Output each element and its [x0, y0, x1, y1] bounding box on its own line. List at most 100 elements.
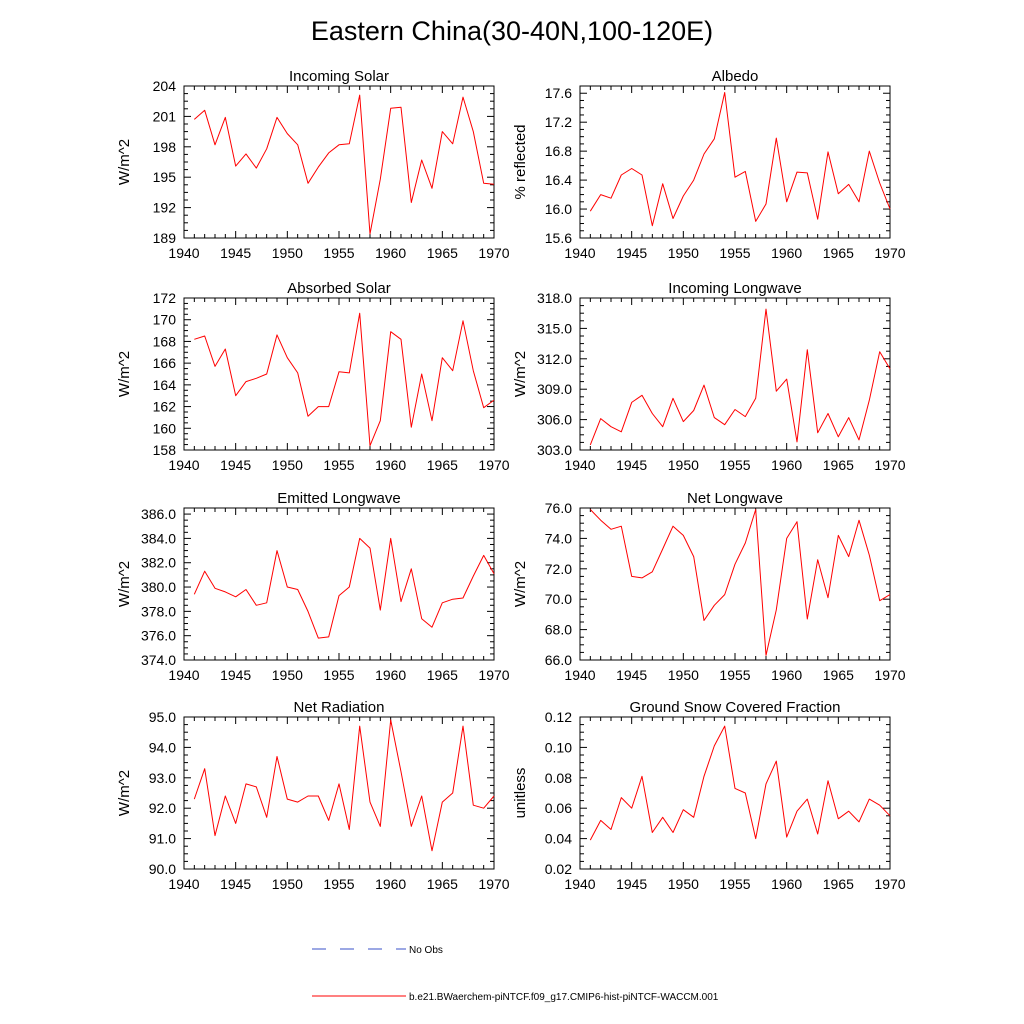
x-tick-label: 1950: [272, 667, 303, 683]
y-tick-label: 16.4: [545, 172, 572, 188]
y-tick-label: 76.0: [545, 500, 572, 516]
y-tick-label: 15.6: [545, 230, 572, 246]
y-tick-label: 198: [153, 139, 177, 155]
x-tick-label: 1965: [427, 876, 458, 892]
y-tick-label: 17.2: [545, 114, 572, 130]
x-tick-label: 1955: [323, 876, 354, 892]
y-tick-label: 160: [153, 420, 177, 436]
y-tick-label: 74.0: [545, 530, 572, 546]
y-tick-label: 158: [153, 442, 177, 458]
y-tick-label: 68.0: [545, 622, 572, 638]
x-tick-label: 1965: [427, 667, 458, 683]
plot-frame: [579, 85, 891, 239]
y-tick-label: 384.0: [141, 530, 176, 546]
x-tick-label: 1945: [616, 457, 647, 473]
legend-obs-label: No Obs: [409, 945, 443, 956]
x-tick-label: 1965: [823, 457, 854, 473]
y-axis-label: % reflected: [512, 124, 529, 199]
x-tick-label: 1970: [874, 876, 905, 892]
chart-panel-1: Incoming Solar W/m^2 1940 1945 1950 1955 1960 1…: [116, 68, 510, 261]
y-tick-label: 17.6: [545, 85, 572, 101]
x-tick-label: 1955: [719, 245, 750, 261]
y-axis-label: W/m^2: [116, 770, 133, 816]
x-tick-label: 1940: [168, 667, 199, 683]
y-tick-label: 70.0: [545, 591, 572, 607]
x-tick-label: 1970: [478, 876, 509, 892]
y-tick-label: 164: [153, 377, 177, 393]
y-tick-label: 172: [153, 290, 177, 306]
y-tick-label: 376.0: [141, 628, 176, 644]
y-tick-label: 192: [153, 200, 177, 216]
plot-frame: [579, 507, 891, 661]
x-tick-label: 1970: [874, 667, 905, 683]
y-tick-label: 374.0: [141, 652, 176, 668]
x-tick-label: 1955: [719, 457, 750, 473]
y-tick-label: 16.0: [545, 201, 572, 217]
x-tick-label: 1955: [719, 876, 750, 892]
x-tick-label: 1965: [823, 876, 854, 892]
series-line: [193, 719, 495, 852]
chart-panel-4: Incoming Longwave W/m^2 1940 1945 1950 1955 19…: [512, 280, 906, 473]
x-tick-label: 1960: [375, 245, 406, 261]
x-tick-label: 1960: [375, 876, 406, 892]
y-axis-label: unitless: [512, 768, 529, 819]
x-tick-label: 1955: [323, 457, 354, 473]
y-tick-label: 72.0: [545, 561, 572, 577]
panel-title: Albedo: [712, 68, 759, 85]
chart-panel-7: Net Radiation W/m^2 1940 1945 1950 1955 1960 19…: [116, 699, 510, 892]
x-tick-label: 1960: [771, 457, 802, 473]
chart-panel-6: Net Longwave W/m^2 1940 1945 1950 1955 1960 196…: [512, 490, 906, 683]
y-tick-label: 168: [153, 333, 177, 349]
y-tick-label: 0.02: [545, 861, 572, 877]
y-tick-label: 66.0: [545, 652, 572, 668]
y-tick-label: 204: [153, 78, 177, 94]
figure-title: Eastern China(30-40N,100-120E): [311, 16, 713, 46]
x-tick-label: 1965: [427, 457, 458, 473]
x-tick-label: 1950: [668, 245, 699, 261]
chart-panel-5: Emitted Longwave W/m^2 1940 1945 1950 1955 196…: [116, 490, 510, 683]
x-tick-label: 1965: [427, 245, 458, 261]
y-tick-label: 378.0: [141, 603, 176, 619]
y-tick-label: 309.0: [537, 381, 572, 397]
x-tick-label: 1945: [220, 667, 251, 683]
plot-frame: [183, 85, 495, 239]
x-tick-label: 1950: [272, 876, 303, 892]
x-tick-label: 1970: [478, 245, 509, 261]
x-tick-label: 1940: [168, 457, 199, 473]
y-axis-label: W/m^2: [512, 351, 529, 397]
y-tick-label: 201: [153, 108, 177, 124]
y-tick-label: 0.12: [545, 709, 572, 725]
x-tick-label: 1950: [668, 457, 699, 473]
panel-title: Net Longwave: [687, 490, 783, 507]
panel-title: Emitted Longwave: [277, 490, 400, 507]
y-tick-label: 315.0: [537, 320, 572, 336]
chart-panel-2: Albedo % reflected 1940 1945 1950 1955 1960 196…: [512, 68, 906, 261]
plot-frame: [579, 716, 891, 870]
y-tick-label: 90.0: [149, 861, 176, 877]
y-axis-label: W/m^2: [116, 561, 133, 607]
x-tick-label: 1940: [168, 245, 199, 261]
panel-grid: Incoming Solar W/m^2 1940 1945 1950 1955 1960 1…: [116, 68, 906, 892]
y-tick-label: 166: [153, 355, 177, 371]
x-tick-label: 1955: [719, 667, 750, 683]
y-tick-label: 170: [153, 312, 177, 328]
y-tick-label: 306.0: [537, 412, 572, 428]
x-tick-label: 1960: [771, 245, 802, 261]
legend: No Obs b.e21.BWaerchem-piNTCF.f09_g17.CM…: [312, 945, 719, 1003]
x-tick-label: 1955: [323, 667, 354, 683]
y-tick-label: 0.06: [545, 800, 572, 816]
x-tick-label: 1950: [668, 667, 699, 683]
x-tick-label: 1970: [874, 245, 905, 261]
panel-title: Ground Snow Covered Fraction: [630, 699, 841, 716]
y-axis-label: W/m^2: [512, 561, 529, 607]
series-line: [193, 537, 495, 639]
series-line: [589, 725, 891, 841]
y-tick-label: 386.0: [141, 506, 176, 522]
panel-title: Incoming Longwave: [668, 280, 801, 297]
y-tick-label: 92.0: [149, 800, 176, 816]
x-tick-label: 1940: [564, 876, 595, 892]
y-axis-label: W/m^2: [116, 139, 133, 185]
series-line: [193, 94, 495, 235]
x-tick-label: 1940: [564, 245, 595, 261]
